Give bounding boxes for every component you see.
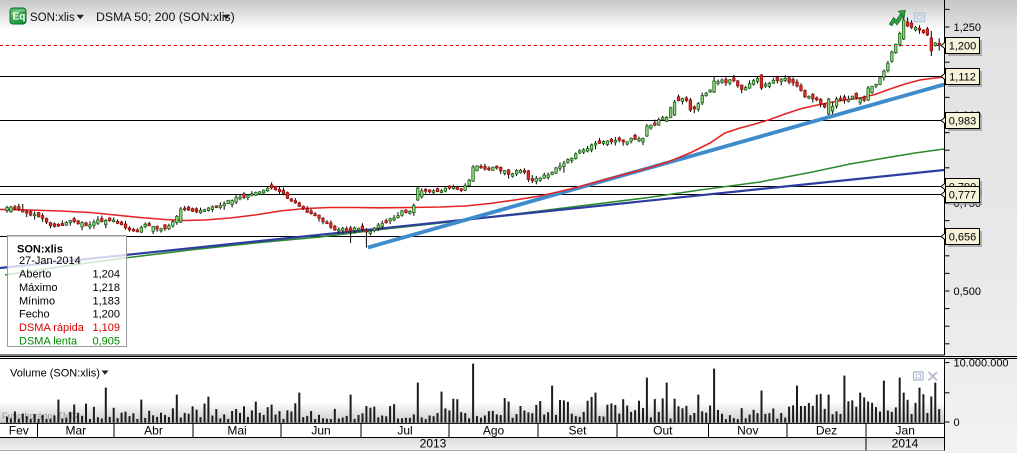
- svg-text:1,200: 1,200: [949, 41, 977, 53]
- svg-text:0,905: 0,905: [92, 335, 120, 347]
- svg-text:1,183: 1,183: [92, 295, 120, 307]
- svg-text:Fev: Fev: [9, 423, 29, 437]
- svg-text:Mai: Mai: [227, 423, 246, 437]
- svg-text:1,109: 1,109: [92, 322, 120, 334]
- svg-text:SON:xlis: SON:xlis: [17, 244, 63, 256]
- svg-text:Jul: Jul: [397, 423, 412, 437]
- svg-text:Mar: Mar: [65, 423, 86, 437]
- svg-text:1,200: 1,200: [92, 309, 120, 321]
- svg-text:1,218: 1,218: [92, 282, 120, 294]
- svg-text:Abr: Abr: [144, 423, 163, 437]
- svg-text:DSMA 50; 200 (SON:xlis): DSMA 50; 200 (SON:xlis): [96, 10, 235, 24]
- svg-text:DSMA rápida: DSMA rápida: [19, 322, 85, 334]
- svg-text:Set: Set: [568, 423, 587, 437]
- svg-text:27-Jan-2014: 27-Jan-2014: [19, 255, 81, 267]
- svg-text:Dez: Dez: [816, 423, 837, 437]
- svg-text:0: 0: [954, 417, 960, 429]
- svg-text:Nov: Nov: [737, 423, 758, 437]
- svg-text:0,656: 0,656: [949, 232, 977, 244]
- svg-text:DSMA lenta: DSMA lenta: [19, 335, 78, 347]
- svg-text:1,112: 1,112: [949, 72, 976, 84]
- svg-text:Volume (SON:xlis): Volume (SON:xlis): [10, 368, 100, 380]
- svg-text:0,983: 0,983: [949, 116, 977, 128]
- svg-text:1,204: 1,204: [92, 269, 120, 281]
- svg-text:Aberto: Aberto: [19, 269, 51, 281]
- svg-text:Ago: Ago: [483, 423, 505, 437]
- svg-text:Eq: Eq: [13, 12, 26, 23]
- svg-text:Out: Out: [653, 423, 673, 437]
- svg-text:Jan: Jan: [896, 423, 915, 437]
- svg-text:SON:xlis: SON:xlis: [30, 12, 75, 24]
- svg-text:Jun: Jun: [311, 423, 330, 437]
- svg-text:2013: 2013: [420, 436, 447, 450]
- svg-text:0,777: 0,777: [949, 190, 977, 202]
- svg-text:Fecho: Fecho: [19, 309, 50, 321]
- svg-text:Mínimo: Mínimo: [19, 295, 55, 307]
- svg-text:1,250: 1,250: [954, 22, 982, 34]
- svg-text:10.000.000: 10.000.000: [954, 358, 1009, 370]
- svg-text:Fuso horário: TMG: Fuso horário: TMG: [2, 411, 77, 421]
- svg-text:0,500: 0,500: [954, 286, 982, 298]
- svg-text:Máximo: Máximo: [19, 282, 58, 294]
- svg-text:2014: 2014: [892, 436, 919, 450]
